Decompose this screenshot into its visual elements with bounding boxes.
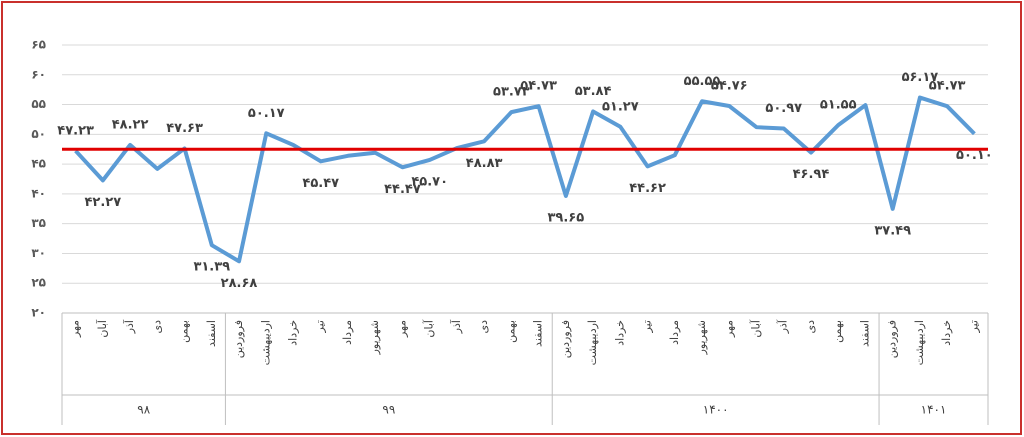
x-tick-label: فروردین xyxy=(559,320,572,358)
x-tick-label: آذر xyxy=(776,319,790,334)
data-label: ۵۰.۹۷ xyxy=(765,101,802,116)
x-tick-label: تیر xyxy=(967,320,980,333)
y-tick-label: ۳۰ xyxy=(31,246,46,260)
x-tick-label: خرداد xyxy=(287,320,300,346)
x-tick-label: اسفند xyxy=(205,320,218,347)
data-label: ۵۴.۷۶ xyxy=(711,78,748,93)
x-tick-label: آذر xyxy=(122,319,136,334)
x-tick-label: مرداد xyxy=(668,320,681,345)
data-label: ۳۹.۶۵ xyxy=(548,210,585,225)
y-tick-label: ۳۵ xyxy=(31,216,46,230)
data-label: ۴۶.۹۴ xyxy=(793,167,830,182)
y-tick-label: ۵۵ xyxy=(31,97,46,111)
data-label: ۵۱.۵۵ xyxy=(820,98,857,113)
group-label: ۹۸ xyxy=(137,403,150,417)
x-tick-label: آبان xyxy=(422,319,436,337)
data-label: ۵۳.۷۳ xyxy=(493,85,530,100)
x-tick-label: دی xyxy=(150,320,163,334)
x-tick-label: مهر xyxy=(722,320,735,338)
data-label: ۴۴.۴۷ xyxy=(384,182,421,197)
data-label: ۴۵.۴۷ xyxy=(302,176,339,191)
data-label: ۲۸.۶۸ xyxy=(221,276,258,291)
x-tick-label: تیر xyxy=(314,320,327,333)
x-tick-label: خرداد xyxy=(940,320,953,346)
y-tick-label: ۴۰ xyxy=(31,186,46,200)
group-label: ۱۴۰۱ xyxy=(921,403,947,417)
x-tick-label: اردیبهشت xyxy=(259,320,272,365)
x-tick-label: خرداد xyxy=(613,320,626,346)
x-tick-label: دی xyxy=(804,320,817,334)
line-series xyxy=(74,95,976,264)
x-tick-label: فروردین xyxy=(232,320,245,358)
x-tick-label: مهر xyxy=(395,320,408,338)
data-label: ۳۱.۳۹ xyxy=(193,260,230,275)
x-tick-label: شهریور xyxy=(368,320,381,355)
data-label: ۵۰.۱۰ xyxy=(956,148,993,163)
x-tick-label: اسفند xyxy=(532,320,545,347)
y-tick-label: ۲۰ xyxy=(31,306,46,320)
group-label: ۱۴۰۰ xyxy=(703,403,729,417)
x-tick-label: تیر xyxy=(641,320,654,333)
data-label: ۳۷.۴۹ xyxy=(874,223,911,238)
data-label: ۵۵.۵۵ xyxy=(684,74,721,89)
data-label: ۵۰.۱۷ xyxy=(248,106,285,121)
x-tick-label: اردیبهشت xyxy=(913,320,926,365)
data-label: ۵۴.۷۳ xyxy=(520,79,557,94)
y-tick-label: ۶۰ xyxy=(31,67,46,81)
x-tick-label: بهمن xyxy=(504,320,517,343)
y-tick-label: ۲۵ xyxy=(31,276,46,290)
x-tick-label: آذر xyxy=(449,319,463,334)
data-label: ۴۵.۷۰ xyxy=(411,174,448,189)
data-label: ۵۱.۲۷ xyxy=(602,99,639,114)
x-tick-label: اسفند xyxy=(858,320,871,347)
data-label: ۵۴.۷۳ xyxy=(929,79,966,94)
x-tick-label: مهر xyxy=(69,320,82,338)
x-tick-label: شهریور xyxy=(695,320,708,355)
data-label: ۴۸.۸۳ xyxy=(466,156,503,171)
data-label: ۴۷.۶۳ xyxy=(166,121,203,136)
group-label: ۹۹ xyxy=(382,403,395,417)
data-label: ۵۳.۸۴ xyxy=(575,84,612,99)
x-tick-label: دی xyxy=(477,320,490,334)
x-tick-label: آبان xyxy=(95,319,109,337)
x-tick-label: آبان xyxy=(749,319,763,337)
x-tick-label: بهمن xyxy=(831,320,844,343)
x-tick-label: اردیبهشت xyxy=(586,320,599,365)
y-tick-label: ۴۵ xyxy=(31,157,46,171)
data-label: ۴۸.۲۲ xyxy=(112,117,149,132)
y-tick-label: ۶۵ xyxy=(31,38,46,52)
data-label: ۴۴.۶۲ xyxy=(629,181,666,196)
data-label: ۴۷.۲۳ xyxy=(57,123,94,138)
data-label: ۴۲.۲۷ xyxy=(85,195,122,210)
data-label: ۵۶.۱۷ xyxy=(902,70,939,85)
x-tick-label: مرداد xyxy=(341,320,354,345)
x-tick-label: فروردین xyxy=(886,320,899,358)
x-tick-label: بهمن xyxy=(178,320,191,343)
y-tick-label: ۵۰ xyxy=(31,127,46,141)
